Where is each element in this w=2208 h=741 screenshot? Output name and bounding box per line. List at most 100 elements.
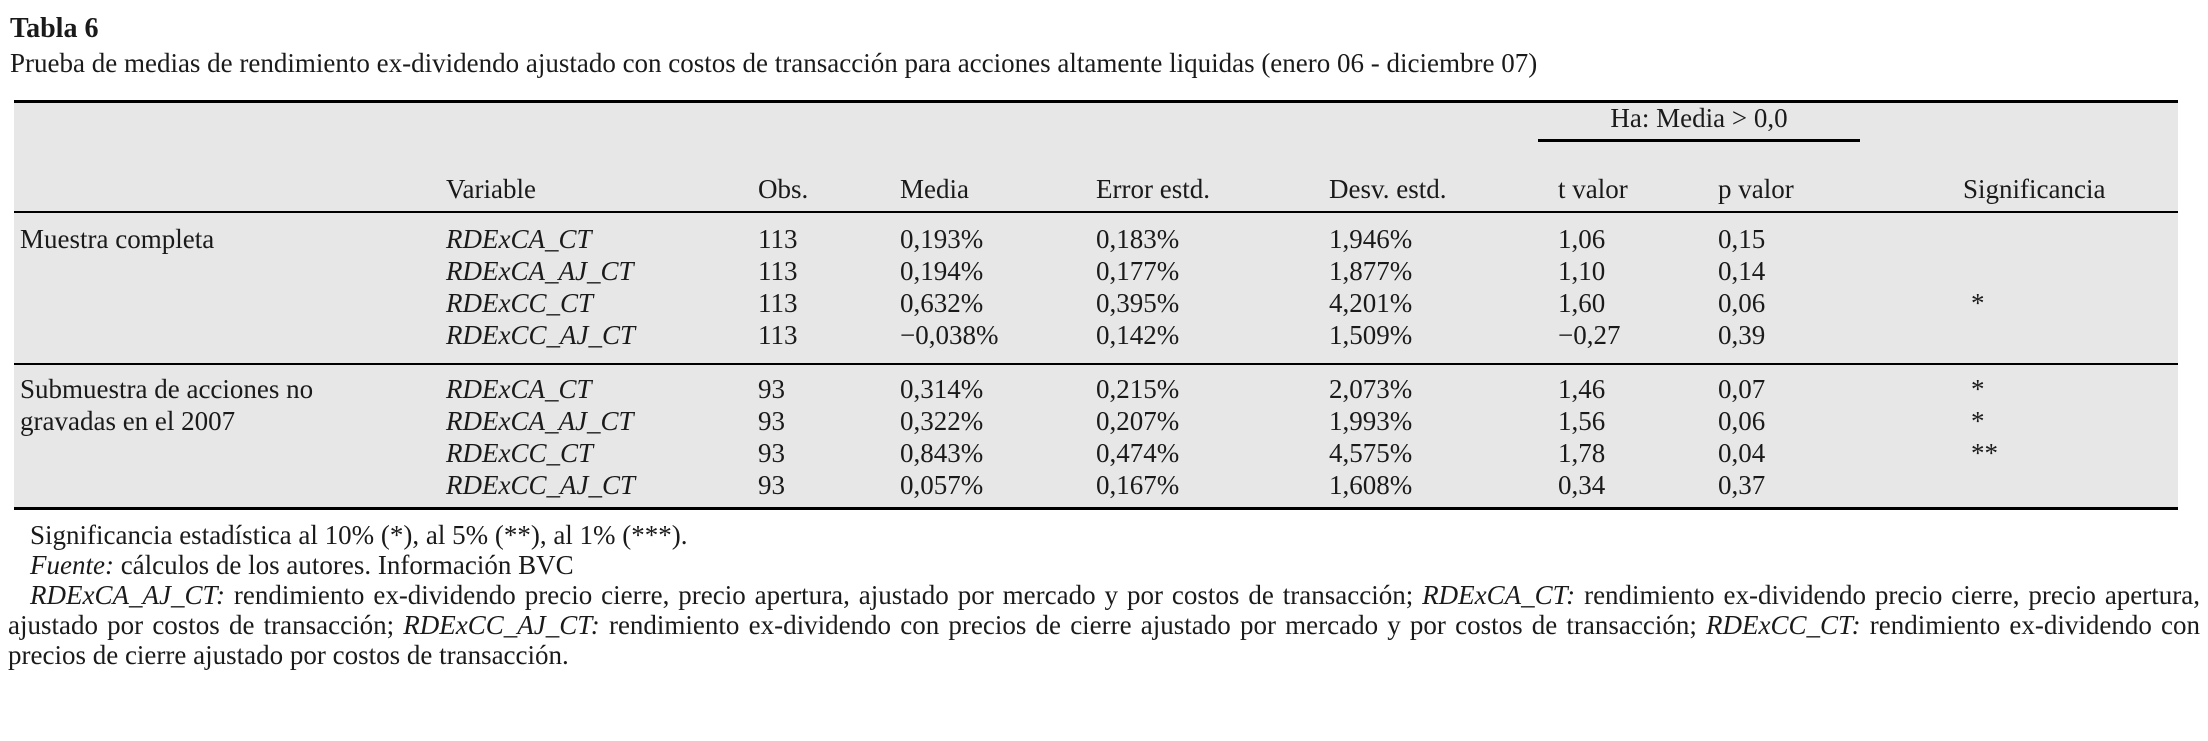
column-header-error: Error estd. bbox=[1096, 167, 1329, 213]
media-cell: 0,632% bbox=[900, 287, 984, 318]
table-row: RDExCC_CT 113 0,632% 0,395% 4,201% 1,60 … bbox=[14, 287, 2178, 319]
error-cell: 0,142% bbox=[1096, 319, 1180, 350]
results-table: Ha: Media > 0,0 Variable Obs. Media Erro… bbox=[14, 100, 2178, 510]
error-cell: 0,215% bbox=[1096, 373, 1180, 404]
column-header-empty bbox=[14, 167, 446, 213]
p-cell: 0,04 bbox=[1718, 437, 1766, 468]
error-cell: 0,395% bbox=[1096, 287, 1180, 318]
t-cell: 0,34 bbox=[1558, 469, 1606, 500]
t-cell: 1,10 bbox=[1558, 255, 1606, 286]
obs-cell: 93 bbox=[758, 373, 785, 404]
media-cell: 0,193% bbox=[900, 223, 984, 254]
table-row: RDExCC_CT 93 0,843% 0,474% 4,575% 1,78 0… bbox=[14, 437, 2178, 469]
footnotes: Significancia estadística al 10% (*), al… bbox=[8, 520, 2200, 670]
spanner-row: Ha: Media > 0,0 bbox=[14, 102, 2178, 168]
obs-cell: 93 bbox=[758, 437, 785, 468]
column-header-obs: Obs. bbox=[758, 167, 900, 213]
media-cell: −0,038% bbox=[900, 319, 999, 350]
error-cell: 0,177% bbox=[1096, 255, 1180, 286]
table-title: Tabla 6 bbox=[10, 13, 99, 44]
variable-name: RDExCC_AJ_CT bbox=[446, 469, 635, 500]
spanner-header: Ha: Media > 0,0 bbox=[1538, 103, 1860, 142]
source-note: Fuente: cálculos de los autores. Informa… bbox=[8, 550, 2200, 580]
p-cell: 0,37 bbox=[1718, 469, 1766, 500]
obs-cell: 113 bbox=[758, 319, 798, 350]
table-row: Muestra completa RDExCA_CT 113 0,193% 0,… bbox=[14, 212, 2178, 255]
table-row: RDExCC_AJ_CT 93 0,057% 0,167% 1,608% 0,3… bbox=[14, 469, 2178, 509]
t-cell: −0,27 bbox=[1558, 319, 1621, 350]
p-cell: 0,07 bbox=[1718, 373, 1766, 404]
desv-cell: 1,608% bbox=[1329, 469, 1413, 500]
source-text: cálculos de los autores. Información BVC bbox=[113, 549, 574, 580]
p-cell: 0,39 bbox=[1718, 319, 1766, 350]
sig-cell bbox=[1963, 469, 2178, 509]
table-row: Submuestra de acciones no gravadas en el… bbox=[14, 364, 2178, 436]
obs-cell: 113 bbox=[758, 223, 798, 254]
column-header-variable: Variable bbox=[446, 167, 758, 213]
sig-cell bbox=[1963, 212, 2178, 255]
p-cell: 0,15 bbox=[1718, 223, 1766, 254]
media-cell: 0,322% bbox=[900, 405, 984, 436]
column-header-desv: Desv. estd. bbox=[1329, 167, 1558, 213]
variable-name: RDExCC_CT bbox=[446, 437, 594, 468]
variable-name: RDExCA_AJ_CT bbox=[446, 255, 634, 286]
variable-name: RDExCA_CT bbox=[446, 373, 592, 404]
t-cell: 1,60 bbox=[1558, 287, 1606, 318]
table-caption: Tabla 6 Prueba de medias de rendimiento … bbox=[0, 0, 2208, 80]
obs-cell: 93 bbox=[758, 469, 785, 500]
variable-name: RDExCA_CT bbox=[446, 223, 592, 254]
desv-cell: 4,201% bbox=[1329, 287, 1413, 318]
table-row: RDExCA_AJ_CT 93 0,322% 0,207% 1,993% 1,5… bbox=[14, 405, 2178, 437]
p-cell: 0,06 bbox=[1718, 287, 1766, 318]
column-header-media: Media bbox=[900, 167, 1096, 213]
error-cell: 0,183% bbox=[1096, 223, 1180, 254]
obs-cell: 113 bbox=[758, 255, 798, 286]
significance-note: Significancia estadística al 10% (*), al… bbox=[30, 519, 688, 550]
group-submuestra: Submuestra de acciones no gravadas en el… bbox=[14, 363, 2178, 509]
t-cell: 1,56 bbox=[1558, 405, 1606, 436]
variable-name: RDExCC_AJ_CT bbox=[446, 319, 635, 350]
media-cell: 0,843% bbox=[900, 437, 984, 468]
sig-cell: ** bbox=[1971, 437, 1998, 468]
column-header-p: p valor bbox=[1718, 167, 1963, 213]
media-cell: 0,057% bbox=[900, 469, 984, 500]
desv-cell: 1,946% bbox=[1329, 223, 1413, 254]
desv-cell: 1,877% bbox=[1329, 255, 1413, 286]
media-cell: 0,194% bbox=[900, 255, 984, 286]
table-row: RDExCC_AJ_CT 113 −0,038% 0,142% 1,509% −… bbox=[14, 319, 2178, 364]
obs-cell: 113 bbox=[758, 287, 798, 318]
variable-definitions: RDExCA_AJ_CT: rendimiento ex-dividendo p… bbox=[8, 579, 2201, 670]
group-label: Muestra completa bbox=[20, 223, 215, 254]
desv-cell: 1,993% bbox=[1329, 405, 1413, 436]
p-cell: 0,06 bbox=[1718, 405, 1766, 436]
column-header-sig: Significancia bbox=[1963, 167, 2178, 213]
spanner-spacer bbox=[1963, 102, 2178, 168]
variable-name: RDExCA_AJ_CT bbox=[446, 405, 634, 436]
sig-cell bbox=[1963, 319, 2178, 364]
t-cell: 1,78 bbox=[1558, 437, 1606, 468]
sig-cell: * bbox=[1971, 373, 1985, 404]
sig-cell: * bbox=[1971, 405, 1985, 436]
variable-name: RDExCC_CT bbox=[446, 287, 594, 318]
error-cell: 0,167% bbox=[1096, 469, 1180, 500]
table-row: RDExCA_AJ_CT 113 0,194% 0,177% 1,877% 1,… bbox=[14, 255, 2178, 287]
error-cell: 0,207% bbox=[1096, 405, 1180, 436]
media-cell: 0,314% bbox=[900, 373, 984, 404]
group-label: Submuestra de acciones no gravadas en el… bbox=[20, 373, 314, 436]
spanner-spacer bbox=[14, 102, 1558, 168]
desv-cell: 1,509% bbox=[1329, 319, 1413, 350]
desv-cell: 4,575% bbox=[1329, 437, 1413, 468]
group-muestra-completa: Muestra completa RDExCA_CT 113 0,193% 0,… bbox=[14, 212, 2178, 364]
obs-cell: 93 bbox=[758, 405, 785, 436]
header-row: Variable Obs. Media Error estd. Desv. es… bbox=[14, 167, 2178, 213]
t-cell: 1,06 bbox=[1558, 223, 1606, 254]
sig-cell: * bbox=[1971, 287, 1985, 318]
sig-cell bbox=[1963, 255, 2178, 287]
error-cell: 0,474% bbox=[1096, 437, 1180, 468]
t-cell: 1,46 bbox=[1558, 373, 1606, 404]
column-header-t: t valor bbox=[1558, 167, 1718, 213]
p-cell: 0,14 bbox=[1718, 255, 1766, 286]
desv-cell: 2,073% bbox=[1329, 373, 1413, 404]
source-label: Fuente: bbox=[30, 549, 114, 580]
